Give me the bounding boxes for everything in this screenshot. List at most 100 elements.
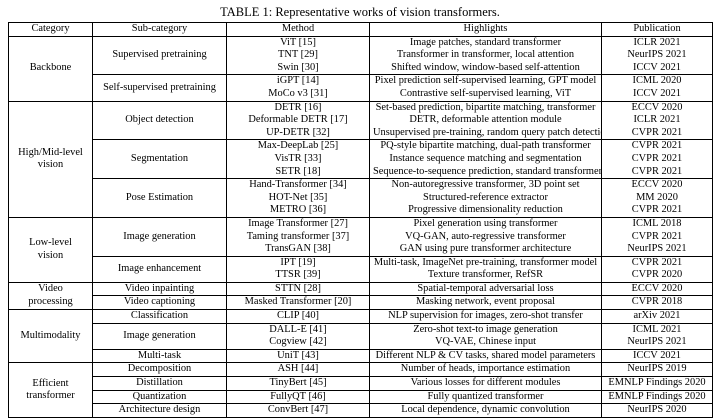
category: High/Mid-level vision xyxy=(18,146,83,171)
table-row: Deformable DETR [17] DETR, deformable att… xyxy=(9,114,713,127)
highlights: Various losses for different modules xyxy=(369,376,602,391)
publication: ECCV 2020 xyxy=(601,178,713,192)
publication: MM 2020 xyxy=(601,191,713,205)
publication: EMNLP Findings 2020 xyxy=(601,389,713,404)
table-row: Backbone Supervised pretraining ViT [15] Im… xyxy=(8,35,713,102)
publication: CVPR 2020 xyxy=(601,269,713,283)
method: Cogview [42] xyxy=(226,336,370,350)
method: ViT [15] xyxy=(226,35,370,50)
publication: ICCV 2021 xyxy=(601,87,713,102)
header-cell: Highlights xyxy=(369,22,602,37)
table-row: TransGAN [38] GAN using pure transformer … xyxy=(9,243,713,257)
publication: ICML 2021 xyxy=(601,322,713,337)
table-row: Efficient transformer Decomposition ASH [4… xyxy=(8,362,713,418)
table-row: Segmentation Max-DeepLab [25] PQ-style bip… xyxy=(9,139,713,179)
category: Efficient transformer xyxy=(26,377,75,402)
publication: ICCV 2021 xyxy=(601,348,713,363)
table-row: Multi-task UniT [43] Different NLP & CV ta… xyxy=(9,348,713,363)
table-row: SETR [18] Sequence-to-sequence prediction… xyxy=(9,165,713,179)
highlights: Instance sequence matching and segmentat… xyxy=(369,152,602,166)
table-body: Backbone Supervised pretraining ViT [15] Im… xyxy=(8,35,713,418)
method: DALL-E [41] xyxy=(226,322,370,337)
method: Taming transformer [37] xyxy=(226,230,370,244)
table-row: Video captioning Masked Transformer [20] M… xyxy=(9,295,713,310)
table-row: Multimodality Classification CLIP [40] NLP … xyxy=(8,309,713,363)
sub-category: Architecture design xyxy=(92,403,227,418)
highlights: Non-autoregressive transformer, 3D point… xyxy=(369,178,602,192)
publication: NeurIPS 2021 xyxy=(601,243,713,257)
method: ConvBert [47] xyxy=(226,403,370,418)
header-cell: Publication xyxy=(601,22,713,37)
method: Masked Transformer [20] xyxy=(226,295,370,310)
table-row: UP-DETR [32] Unsupervised pre-training, r… xyxy=(9,126,713,140)
highlights: Masking network, event proposal xyxy=(369,295,602,310)
sub-category: Supervised pretraining xyxy=(92,35,227,75)
header-cell: Category xyxy=(8,22,93,37)
table-row: Distillation TinyBert [45] Various losses … xyxy=(9,376,713,391)
publication: CVPR 2018 xyxy=(601,295,713,310)
table-row: MoCo v3 [31] Contrastive self-supervised … xyxy=(9,87,713,102)
table-row: Taming transformer [37] VQ-GAN, auto-regr… xyxy=(9,230,713,244)
table-row: Low-level vision Image generation Image Tr… xyxy=(8,216,713,283)
method: UniT [43] xyxy=(226,348,370,363)
table-row: Cogview [42] VQ-VAE, Chinese input NeurIPS… xyxy=(9,336,713,350)
highlights: Contrastive self-supervised learning, Vi… xyxy=(369,87,602,102)
table-row: Pose Estimation Hand-Transformer [34] Non-… xyxy=(9,178,713,218)
highlights: VQ-VAE, Chinese input xyxy=(369,336,602,350)
sub-category: Video captioning xyxy=(92,295,227,310)
highlights: PQ-style bipartite matching, dual-path t… xyxy=(369,139,602,153)
highlights: DETR, deformable attention module xyxy=(369,114,602,127)
table-row: VisTR [33] Instance sequence matching and… xyxy=(9,152,713,166)
publication: CVPR 2021 xyxy=(601,230,713,244)
highlights: Pixel prediction self-supervised learnin… xyxy=(369,74,602,88)
header-cell: Sub-category xyxy=(92,22,227,37)
publication: CVPR 2021 xyxy=(601,139,713,153)
sub-category: Multi-task xyxy=(92,348,227,363)
method: MoCo v3 [31] xyxy=(226,87,370,102)
method: METRO [36] xyxy=(226,204,370,218)
table-row: Image enhancement IPT [19] Multi-task, Ima… xyxy=(9,255,713,283)
publication: ICML 2020 xyxy=(601,74,713,88)
category-cell: Efficient transformer xyxy=(8,362,93,418)
highlights: Unsupervised pre-training, random query … xyxy=(369,126,602,140)
method: FullyQT [46] xyxy=(226,389,370,404)
sub-category: Classification xyxy=(92,309,227,324)
highlights: Texture transformer, RefSR xyxy=(369,269,602,283)
method: TransGAN [38] xyxy=(226,243,370,257)
publication: NeurIPS 2020 xyxy=(601,403,713,418)
publication: CVPR 2021 xyxy=(601,204,713,218)
publication: ECCV 2020 xyxy=(601,100,713,115)
table-row: TTSR [39] Texture transformer, RefSR CVPR … xyxy=(9,269,713,283)
table-row: Self-supervised pretraining iGPT [14] Pixe… xyxy=(9,74,713,102)
highlights: Image patches, standard transformer xyxy=(369,35,602,50)
sub-category: Distillation xyxy=(92,376,227,391)
publication: NeurIPS 2021 xyxy=(601,49,713,62)
publication: NeurIPS 2019 xyxy=(601,362,713,377)
method: HOT-Net [35] xyxy=(226,191,370,205)
category: Low-level vision xyxy=(29,237,72,261)
table: Category Sub-category Method Highlights Publ… xyxy=(8,22,713,418)
highlights: GAN using pure transformer architecture xyxy=(369,243,602,257)
table-row: HOT-Net [35] Structured-reference extract… xyxy=(9,191,713,205)
sub-category: Video inpainting xyxy=(92,281,227,296)
method: IPT [19] xyxy=(226,255,370,270)
method: TNT [29] xyxy=(226,49,370,62)
publication: ECCV 2020 xyxy=(601,281,713,296)
table-row: Architecture design ConvBert [47] Local de… xyxy=(9,403,713,418)
method: Swin [30] xyxy=(226,61,370,75)
highlights: Number of heads, importance estimation xyxy=(369,362,602,377)
method: Hand-Transformer [34] xyxy=(226,178,370,192)
publication: CVPR 2021 xyxy=(601,126,713,140)
sub-category: Image enhancement xyxy=(92,255,227,283)
method: UP-DETR [32] xyxy=(226,126,370,140)
publication: CVPR 2021 xyxy=(601,152,713,166)
highlights: Local dependence, dynamic convolution xyxy=(369,403,602,418)
table-row: Quantization FullyQT [46] Fully quantized … xyxy=(9,389,713,404)
method: Image Transformer [27] xyxy=(226,216,370,231)
highlights: Structured-reference extractor xyxy=(369,191,602,205)
method: DETR [16] xyxy=(226,100,370,115)
publication: arXiv 2021 xyxy=(601,309,713,324)
highlights: Spatial-temporal adversarial loss xyxy=(369,281,602,296)
category: Video processing xyxy=(28,283,73,307)
